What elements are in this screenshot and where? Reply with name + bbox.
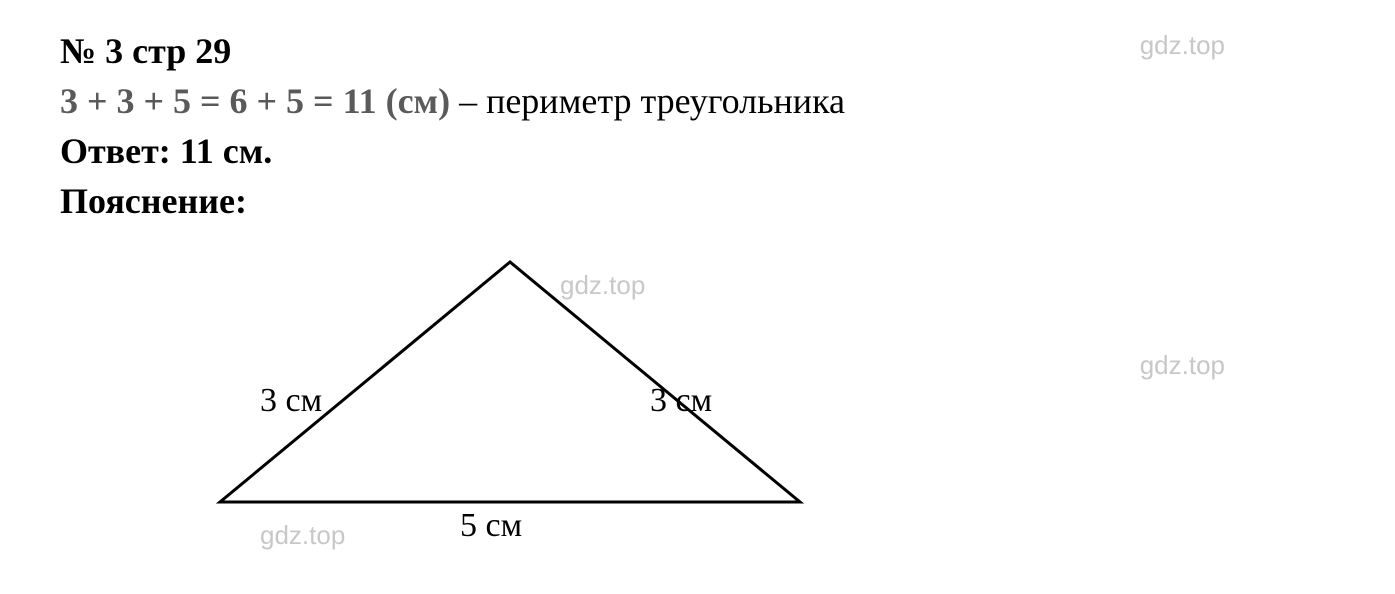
answer-label: Ответ:	[60, 131, 180, 171]
explanation-label: Пояснение:	[60, 180, 1335, 222]
watermark: gdz.top	[260, 520, 345, 551]
triangle-side-right-label: 3 см	[650, 382, 712, 420]
watermark: gdz.top	[1140, 30, 1225, 61]
watermark: gdz.top	[1140, 350, 1225, 381]
equation-description: – периметр треугольника	[450, 81, 845, 121]
watermark: gdz.top	[560, 270, 645, 301]
triangle-side-left-label: 3 см	[260, 382, 322, 420]
answer-line: Ответ: 11 см.	[60, 130, 1335, 172]
answer-value: 11 см.	[180, 131, 273, 171]
triangle-side-bottom-label: 5 см	[460, 507, 522, 545]
triangle-diagram: 3 см 3 см 5 см	[160, 242, 860, 562]
equation-expression: 3 + 3 + 5 = 6 + 5 = 11 (см)	[60, 81, 450, 121]
equation-line: 3 + 3 + 5 = 6 + 5 = 11 (см) – периметр т…	[60, 80, 1335, 122]
